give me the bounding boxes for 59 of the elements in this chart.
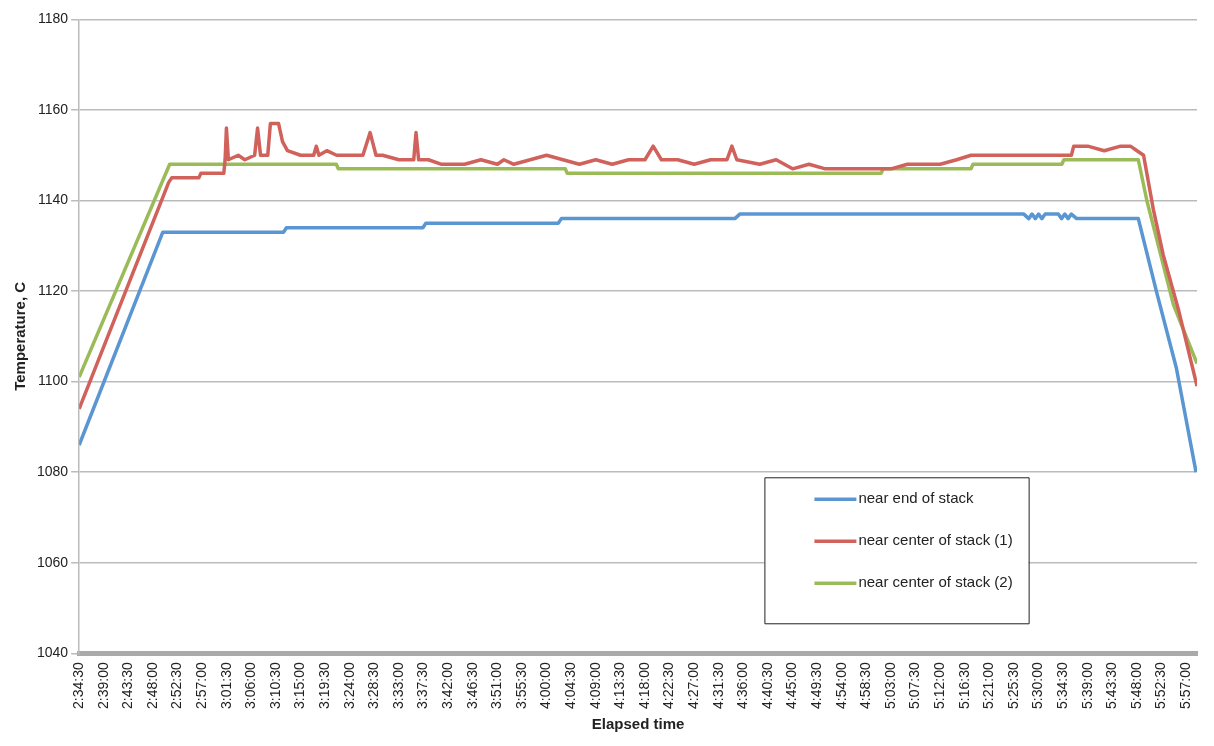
legend-label: near center of stack (2) [858, 573, 1013, 591]
x-tick-label: 5:07:30 [906, 662, 923, 710]
legend-label: near end of stack [858, 489, 974, 507]
x-tick-label: 5:30:00 [1029, 662, 1046, 710]
x-tick-label: 4:13:30 [611, 662, 628, 710]
x-tick-label: 5:25:30 [1004, 662, 1021, 710]
x-tick-label: 5:03:00 [881, 662, 898, 710]
x-tick-label: 3:10:30 [266, 662, 283, 710]
x-tick-label: 3:19:30 [316, 662, 333, 710]
x-tick-label: 2:52:30 [168, 662, 185, 710]
x-tick-label: 4:09:00 [586, 662, 603, 710]
y-tick-label: 1040 [36, 644, 69, 661]
x-tick-label: 5:21:00 [980, 662, 997, 710]
x-tick-label: 4:31:30 [709, 662, 726, 710]
y-axis-title: Temperature, C [11, 281, 29, 391]
x-tick-label: 5:12:00 [931, 662, 948, 710]
x-tick-label: 2:57:00 [193, 662, 210, 710]
x-tick-label: 4:58:30 [857, 662, 874, 710]
x-tick-label: 5:39:00 [1078, 662, 1095, 710]
x-tick-label: 4:04:30 [562, 662, 579, 710]
y-tick-label: 1160 [38, 100, 69, 117]
x-tick-label: 3:42:00 [439, 662, 456, 710]
x-tick-label: 4:22:30 [660, 662, 677, 710]
x-axis-title: Elapsed time [591, 715, 685, 733]
x-tick-label: 3:01:30 [217, 662, 234, 710]
x-tick-label: 2:43:30 [119, 662, 136, 710]
x-tick-label: 2:39:00 [94, 662, 111, 710]
x-tick-label: 5:48:00 [1127, 662, 1144, 710]
x-tick-label: 4:36:00 [734, 662, 751, 710]
y-tick-label: 1180 [38, 10, 69, 27]
x-tick-label: 3:06:00 [242, 662, 259, 710]
y-tick-label: 1120 [38, 281, 69, 298]
x-tick-label: 3:55:30 [512, 662, 529, 710]
y-tick-label: 1060 [36, 553, 69, 570]
y-tick-label: 1140 [38, 191, 69, 208]
x-tick-label: 4:49:30 [808, 662, 825, 710]
x-tick-label: 3:37:30 [414, 662, 431, 710]
x-tick-label: 2:48:00 [143, 662, 160, 710]
x-tick-label: 3:33:00 [389, 662, 406, 710]
x-tick-label: 3:15:00 [291, 662, 308, 710]
x-tick-label: 2:34:30 [70, 662, 86, 710]
x-tick-label: 4:00:00 [537, 662, 554, 710]
x-tick-label: 4:45:00 [783, 662, 800, 710]
x-tick-label: 5:16:30 [955, 662, 972, 710]
y-tick-label: 1080 [36, 463, 69, 480]
x-tick-label: 5:52:30 [1152, 662, 1169, 710]
x-tick-label: 5:57:00 [1177, 662, 1194, 710]
x-tick-label: 5:43:30 [1103, 662, 1120, 710]
x-tick-label: 3:46:30 [463, 662, 480, 710]
x-tick-label: 5:34:30 [1054, 662, 1071, 710]
x-tick-label: 4:40:30 [758, 662, 775, 710]
y-tick-label: 1100 [38, 372, 69, 389]
x-tick-label: 3:51:00 [488, 662, 505, 710]
x-tick-label: 4:18:00 [635, 662, 652, 710]
legend-label: near center of stack (1) [858, 531, 1013, 549]
x-tick-label: 3:24:00 [340, 662, 357, 710]
x-tick-label: 4:27:00 [685, 662, 702, 710]
x-tick-label: 4:54:00 [832, 662, 849, 710]
x-tick-label: 3:28:30 [365, 662, 382, 710]
